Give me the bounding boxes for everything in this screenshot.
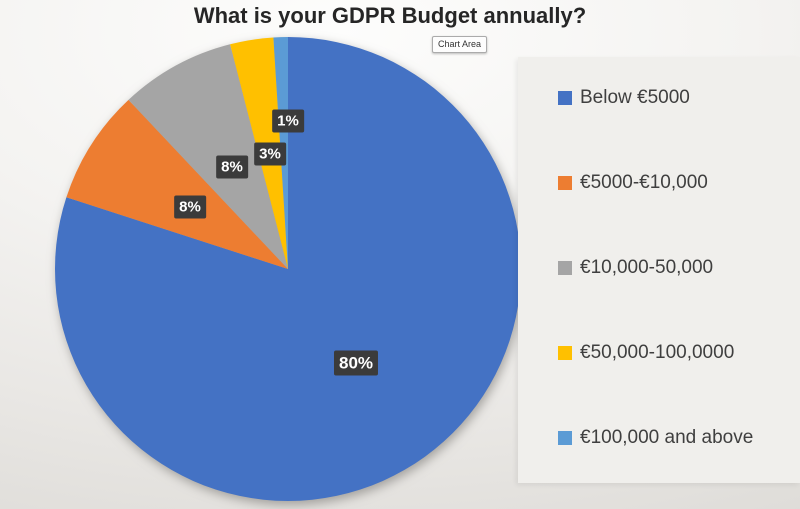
legend-label: €100,000 and above <box>580 427 754 448</box>
data-label-3: 8% <box>216 155 248 179</box>
legend-label: €5000-€10,000 <box>580 172 708 193</box>
legend-label: €10,000-50,000 <box>580 257 714 278</box>
legend-item-5[interactable]: €100,000 and above <box>558 426 753 450</box>
legend-label: Below €5000 <box>580 87 690 108</box>
legend-label: €50,000-100,0000 <box>580 342 735 363</box>
legend-item-4[interactable]: €50,000-100,0000 <box>558 341 734 365</box>
pie-slice-2[interactable] <box>66 99 289 270</box>
legend-swatch-icon <box>558 176 572 190</box>
pie-slice-3[interactable] <box>128 44 289 269</box>
legend-swatch-icon <box>558 431 572 445</box>
chart-area-tooltip: Chart Area <box>432 36 488 53</box>
data-label-1: 80% <box>333 350 379 376</box>
legend-swatch-icon <box>558 91 572 105</box>
chart-title: What is your GDPR Budget annually? <box>193 3 587 28</box>
legend-swatch-icon <box>558 346 572 360</box>
data-label-2: 8% <box>174 195 206 219</box>
legend-item-3[interactable]: €10,000-50,000 <box>558 256 713 280</box>
legend-item-2[interactable]: €5000-€10,000 <box>558 171 708 195</box>
data-label-4: 3% <box>254 142 286 166</box>
pie-slice-1[interactable] <box>54 37 521 501</box>
legend-swatch-icon <box>558 261 572 275</box>
data-label-5: 1% <box>272 109 304 133</box>
legend-item-1[interactable]: Below €5000 <box>558 86 690 110</box>
legend: Below €5000 €5000-€10,000 €10,000-50,000 €5… <box>518 57 800 483</box>
